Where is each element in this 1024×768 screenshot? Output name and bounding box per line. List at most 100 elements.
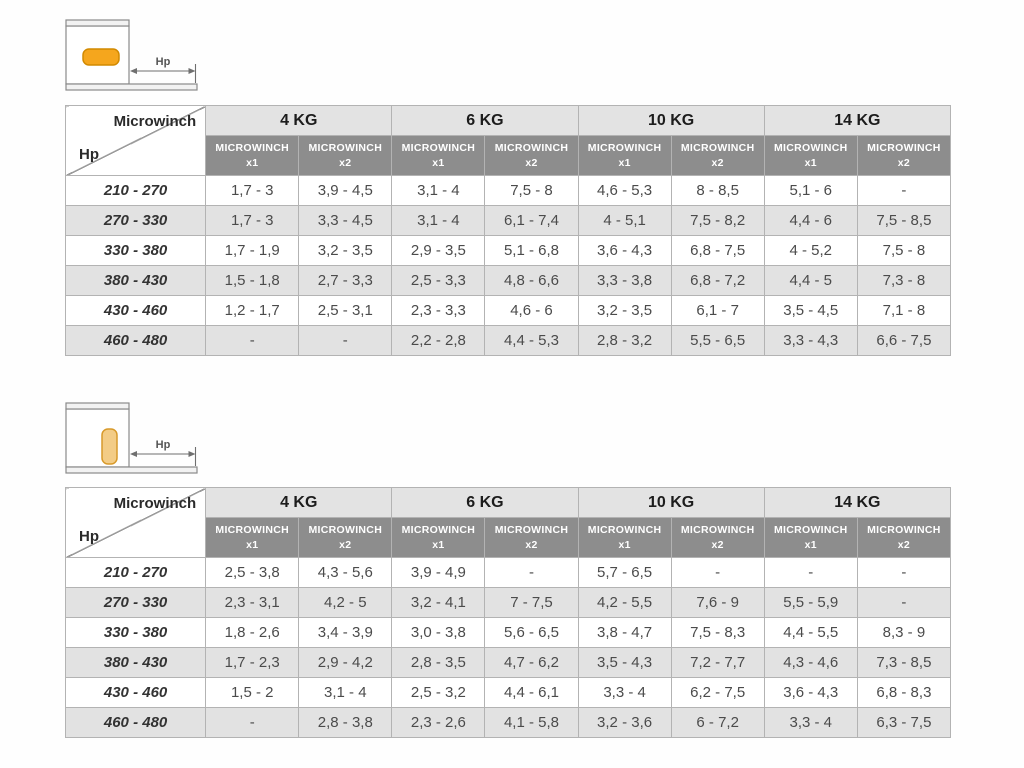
value-cell: 2,8 - 3,2	[577, 325, 672, 356]
hp-dimension-label: Hp	[156, 439, 171, 451]
corner-label-microwinch: Microwinch	[113, 113, 197, 130]
value-cell: -	[856, 587, 952, 618]
value-cell: 4,3 - 5,6	[298, 557, 393, 588]
cabinet-bottom-shelf	[65, 83, 198, 91]
weight-group-header: 4 KG	[205, 487, 393, 518]
value-cell: 3,1 - 4	[391, 205, 486, 236]
value-cell: 3,2 - 4,1	[391, 587, 486, 618]
value-cell: 7,1 - 8	[856, 295, 952, 326]
variant-label: x1	[618, 538, 631, 551]
value-cell: 7,3 - 8,5	[856, 647, 952, 678]
value-cell: 3,3 - 3,8	[577, 265, 672, 296]
value-cell: 3,2 - 3,5	[577, 295, 672, 326]
value-cell: 7,6 - 9	[670, 587, 765, 618]
table-row: 430 - 460 1,5 - 2 3,1 - 4 2,5 - 3,2 4,4 - 6,…	[64, 677, 952, 708]
microwinch-variant-header: MICROWINCH x2	[670, 135, 765, 176]
microwinch-variant-header: MICROWINCH x2	[298, 517, 393, 558]
hp-range-cell: 270 - 330	[64, 587, 207, 618]
microwinch-word: MICROWINCH	[680, 142, 755, 155]
microwinch-variant-header: MICROWINCH x1	[577, 135, 672, 176]
value-cell: 4,2 - 5	[298, 587, 393, 618]
cabinet-diagram-horizontal-winch: Hp	[65, 19, 198, 91]
microwinch-variant-header: MICROWINCH x1	[577, 517, 672, 558]
hp-range-cell: 380 - 430	[64, 265, 207, 296]
group-header-row: Microwinch Hp 4 KG 6 KG 10 KG 14 KG	[64, 487, 952, 558]
value-cell: 4,3 - 4,6	[763, 647, 858, 678]
microwinch-body-vertical	[101, 428, 118, 465]
value-cell: 4,4 - 5	[763, 265, 858, 296]
value-cell: 3,1 - 4	[391, 175, 486, 206]
value-cell: 3,3 - 4,3	[763, 325, 858, 356]
microwinch-word: MICROWINCH	[494, 142, 569, 155]
value-cell: 1,8 - 2,6	[205, 617, 300, 648]
hp-range-cell: 210 - 270	[64, 557, 207, 588]
microwinch-variant-header: MICROWINCH x1	[391, 517, 486, 558]
microwinch-variant-header: MICROWINCH x2	[484, 135, 579, 176]
value-cell: 2,5 - 3,3	[391, 265, 486, 296]
value-cell: 4 - 5,2	[763, 235, 858, 266]
value-cell: -	[298, 325, 393, 356]
hp-range-cell: 430 - 460	[64, 677, 207, 708]
variant-label: x2	[339, 156, 352, 169]
value-cell: 4,7 - 6,2	[484, 647, 579, 678]
cabinet-top-panel	[65, 19, 130, 27]
microwinch-word: MICROWINCH	[867, 142, 941, 155]
microwinch-word: MICROWINCH	[401, 142, 476, 155]
cabinet-bottom-shelf	[65, 466, 198, 474]
value-cell: 3,5 - 4,5	[763, 295, 858, 326]
value-cell: 6,2 - 7,5	[670, 677, 765, 708]
corner-label-hp: Hp	[79, 528, 99, 545]
value-cell: 1,5 - 1,8	[205, 265, 300, 296]
table-row: 380 - 430 1,5 - 1,8 2,7 - 3,3 2,5 - 3,3 4,8 …	[64, 265, 952, 296]
value-cell: 1,7 - 3	[205, 175, 300, 206]
microwinch-word: MICROWINCH	[401, 524, 476, 537]
table-row: 460 - 480-2,8 - 3,8 2,3 - 2,6 4,1 - 5,8 3,2…	[64, 707, 952, 738]
value-cell: 3,1 - 4	[298, 677, 393, 708]
hp-range-cell: 330 - 380	[64, 235, 207, 266]
value-cell: 8 - 8,5	[670, 175, 765, 206]
variant-label: x2	[525, 538, 538, 551]
value-cell: 1,7 - 3	[205, 205, 300, 236]
microwinch-variant-header: MICROWINCH x1	[763, 517, 858, 558]
value-cell: 7,3 - 8	[856, 265, 952, 296]
corner-header-cell: Microwinch Hp	[64, 487, 207, 558]
value-cell: 4,2 - 5,5	[577, 587, 672, 618]
microwinch-word: MICROWINCH	[587, 524, 662, 537]
value-cell: 1,7 - 2,3	[205, 647, 300, 678]
microwinch-word: MICROWINCH	[494, 524, 569, 537]
microwinch-word: MICROWINCH	[773, 524, 848, 537]
variant-label: x2	[711, 538, 724, 551]
value-cell: 2,3 - 2,6	[391, 707, 486, 738]
value-cell: 1,5 - 2	[205, 677, 300, 708]
cabinet-box	[65, 408, 130, 468]
value-cell: 3,3 - 4,5	[298, 205, 393, 236]
value-cell: 5,1 - 6,8	[484, 235, 579, 266]
cabinet-diagram-vertical-winch: Hp	[65, 402, 198, 474]
value-cell: 2,9 - 4,2	[298, 647, 393, 678]
variant-label: x2	[339, 538, 352, 551]
value-cell: 6 - 7,2	[670, 707, 765, 738]
value-cell: 5,5 - 5,9	[763, 587, 858, 618]
weight-group-header: 10 KG	[577, 105, 765, 136]
hp-range-cell: 460 - 480	[64, 707, 207, 738]
hp-dimension-arrow	[130, 64, 197, 83]
value-cell: 2,2 - 2,8	[391, 325, 486, 356]
weight-group-header: 14 KG	[763, 487, 952, 518]
microwinch-word: MICROWINCH	[773, 142, 848, 155]
weight-group-header: 6 KG	[391, 487, 579, 518]
value-cell: 8,3 - 9	[856, 617, 952, 648]
microwinch-body-horizontal	[82, 48, 120, 66]
corner-label-microwinch: Microwinch	[113, 495, 197, 512]
variant-label: x2	[525, 156, 538, 169]
value-cell: 2,3 - 3,3	[391, 295, 486, 326]
hp-table-horizontal-winch: Microwinch Hp 4 KG 6 KG 10 KG 14 KG MICROWINCH…	[64, 105, 952, 356]
value-cell: 7,5 - 8,5	[856, 205, 952, 236]
corner-label-hp: Hp	[79, 146, 99, 163]
value-cell: 3,2 - 3,5	[298, 235, 393, 266]
hp-dimension-arrow	[130, 447, 197, 466]
table-row: 270 - 330 1,7 - 3 3,3 - 4,5 3,1 - 4 6,1 - 7,…	[64, 205, 952, 236]
cabinet-top-panel	[65, 402, 130, 410]
variant-label: x1	[804, 538, 817, 551]
